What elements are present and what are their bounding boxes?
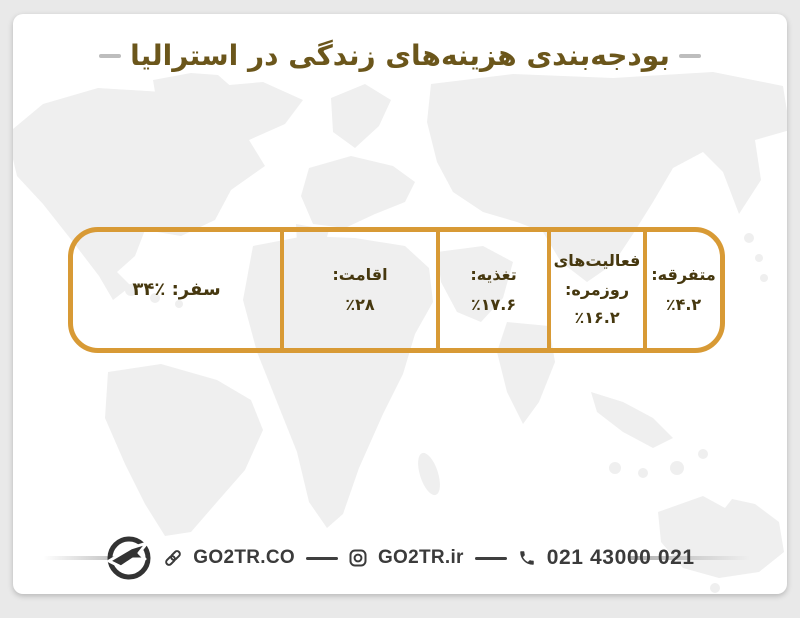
map-japan — [744, 233, 754, 243]
link-icon — [164, 549, 182, 567]
segment-label: روزمره: — [564, 279, 630, 299]
map-caribbean — [150, 293, 160, 303]
map-southeast-asia — [591, 392, 673, 448]
map-japan — [760, 274, 768, 282]
footer-divider-right — [628, 556, 750, 560]
segment-label: اقامت: — [332, 264, 388, 284]
bar-segment-nutrition: تغذیه: ٪۱۷.۶ — [436, 232, 547, 348]
segment-value: ٪۱۶.۲ — [574, 308, 620, 328]
map-europe — [301, 156, 415, 228]
instagram-icon — [349, 549, 367, 567]
bar-segment-miscellaneous: متفرقه: ٪۴.۲ — [643, 232, 720, 348]
segment-value: ٪۴.۲ — [665, 295, 702, 314]
footer: GO2TR.CO GO2TR.ir 021 43000 021 — [13, 530, 787, 586]
map-indonesia — [698, 449, 708, 459]
map-indonesia — [609, 462, 621, 474]
map-africa — [243, 236, 433, 528]
map-caribbean — [125, 284, 137, 296]
title-dash-left — [99, 53, 122, 58]
budget-bar-chart: سفر: ٪۳۴ اقامت: ٪۲۸ تغذیه: ٪۱۷.۶ فعالیت‌… — [68, 227, 725, 353]
infographic-card: بودجه‌بندی هزینه‌های زندگی در استرالیا س… — [13, 14, 787, 594]
segment-label: تغذیه: — [470, 264, 517, 284]
map-arabia — [437, 246, 513, 322]
footer-item-dash — [305, 556, 338, 560]
segment-label: سفر: ٪۳۴ — [132, 278, 221, 300]
segment-label: متفرقه: — [651, 264, 716, 284]
footer-divider-left — [43, 556, 143, 560]
map-indonesia — [670, 461, 684, 475]
title-dash-right — [678, 53, 701, 58]
segment-label: فعالیت‌های — [553, 251, 641, 271]
bar-segment-accommodation: اقامت: ٪۲۸ — [280, 232, 436, 348]
footer-item-dash — [474, 556, 507, 560]
bar-segment-travel: سفر: ٪۳۴ — [73, 232, 280, 348]
map-asia — [427, 72, 787, 282]
map-tasmania — [710, 583, 720, 593]
go2tr-logo-icon — [107, 536, 151, 580]
world-map-background — [13, 72, 787, 593]
map-japan — [755, 254, 763, 262]
segment-value: ٪۲۸ — [345, 295, 375, 314]
map-scandinavia — [331, 84, 391, 148]
map-caribbean — [175, 300, 183, 308]
website-link[interactable]: GO2TR.CO — [193, 547, 295, 568]
phone-icon — [518, 549, 536, 567]
go2tr-logo — [105, 534, 153, 582]
map-indonesia — [638, 468, 648, 478]
page-title: بودجه‌بندی هزینه‌های زندگی در استرالیا — [130, 39, 670, 72]
bar-segment-daily-activities: فعالیت‌های روزمره: ٪۱۶.۲ — [547, 232, 643, 348]
map-india — [497, 322, 555, 424]
title-row: بودجه‌بندی هزینه‌های زندگی در استرالیا — [13, 38, 787, 73]
instagram-link[interactable]: GO2TR.ir — [377, 547, 464, 568]
segment-value: ٪۱۷.۶ — [470, 295, 517, 314]
map-madagascar — [418, 452, 440, 496]
phone-number[interactable]: 021 43000 021 — [546, 546, 695, 569]
map-south-america — [105, 364, 263, 536]
